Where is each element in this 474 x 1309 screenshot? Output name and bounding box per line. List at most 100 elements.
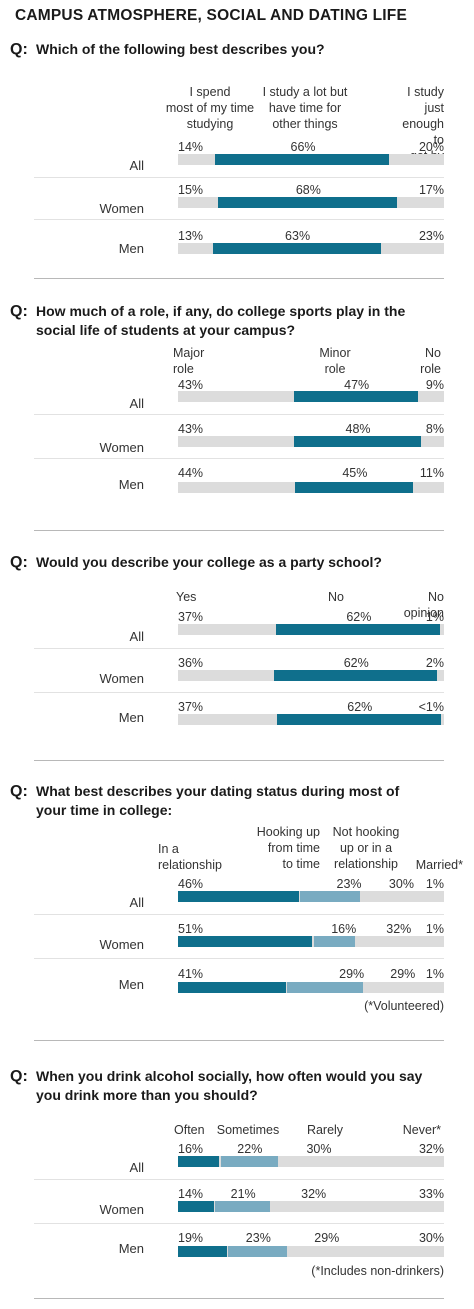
question-text: How much of a role, if any, do college s…: [36, 303, 406, 338]
bar-segment: [212, 243, 381, 254]
column-header: Hooking up from time to time: [256, 825, 320, 871]
bar-segment: [293, 436, 421, 447]
value-label: 14%: [178, 1187, 204, 1201]
value-label: 1%: [425, 877, 444, 891]
value-label: 32%: [386, 922, 412, 936]
row-label: Men: [118, 710, 144, 725]
value-label: 62%: [347, 700, 373, 714]
row-label: Women: [99, 440, 144, 455]
value-label: 21%: [230, 1187, 256, 1201]
value-label: 37%: [178, 610, 204, 624]
stacked-bar: [178, 670, 444, 681]
value-label: 47%: [344, 378, 370, 392]
value-label: 30%: [418, 1231, 444, 1245]
value-label: 66%: [290, 140, 316, 154]
bar-segment: [178, 1156, 220, 1167]
value-label: 30%: [388, 877, 414, 891]
value-label: 63%: [285, 229, 311, 243]
bar-segment: [356, 1201, 444, 1212]
bar-segment: [178, 154, 214, 165]
column-header: Often: [174, 1123, 205, 1137]
row-label: All: [129, 629, 144, 644]
footnote: (*Includes non-drinkers): [311, 1264, 444, 1278]
question-heading: Q: Which of the following best describes …: [10, 40, 430, 59]
bar-segment: [422, 436, 444, 447]
section-divider: [34, 530, 444, 531]
column-header: I spend most of my time studying: [165, 85, 255, 131]
bar-segment: [293, 391, 419, 402]
bar-segment: [398, 197, 444, 208]
row-divider: [34, 219, 444, 220]
stacked-bar: [178, 982, 444, 993]
column-header: Yes: [176, 590, 197, 604]
bar-segment: [441, 936, 444, 947]
value-label: 30%: [306, 1142, 332, 1156]
question-text: Would you describe your college as a par…: [36, 554, 382, 570]
stacked-bar: [178, 243, 444, 254]
bar-segment: [178, 391, 293, 402]
bar-segment: [300, 891, 361, 902]
value-label: 8%: [425, 422, 444, 436]
bar-segment: [414, 482, 444, 493]
bar-segment: [178, 982, 286, 993]
value-label: 16%: [178, 1142, 204, 1156]
row-divider: [34, 692, 444, 693]
value-label: 51%: [178, 922, 204, 936]
bar-segment: [442, 714, 444, 725]
section-divider: [34, 1298, 444, 1299]
bar-segment: [220, 1156, 278, 1167]
value-label: 37%: [178, 700, 204, 714]
page-title: CAMPUS ATMOSPHERE, SOCIAL AND DATING LIF…: [15, 7, 407, 24]
value-label: 29%: [390, 967, 416, 981]
bar-segment: [382, 243, 444, 254]
value-label: 46%: [178, 877, 204, 891]
question-marker: Q:: [10, 41, 28, 58]
row-label: Men: [118, 241, 144, 256]
row-label: Men: [118, 477, 144, 492]
bar-segment: [178, 243, 212, 254]
value-label: 29%: [339, 967, 365, 981]
column-header: Rarely: [306, 1123, 344, 1137]
question-heading: Q: Would you describe your college as a p…: [10, 553, 430, 572]
stacked-bar: [178, 1246, 444, 1257]
bar-segment: [441, 624, 444, 635]
bar-segment: [215, 154, 390, 165]
row-label: All: [129, 895, 144, 910]
row-label: All: [129, 158, 144, 173]
bar-segment: [441, 982, 444, 993]
bar-segment: [288, 1246, 364, 1257]
value-label: 9%: [425, 378, 444, 392]
bar-segment: [287, 982, 363, 993]
value-label: 62%: [346, 610, 372, 624]
value-label: <1%: [418, 700, 444, 714]
bar-segment: [178, 891, 299, 902]
bar-segment: [295, 482, 414, 493]
question-marker: Q:: [10, 554, 28, 571]
value-label: 17%: [418, 183, 444, 197]
column-header: Major role: [173, 346, 205, 376]
row-label: Women: [99, 937, 144, 952]
bar-segment: [441, 891, 444, 902]
value-label: 29%: [314, 1231, 340, 1245]
bar-segment: [217, 197, 398, 208]
row-divider: [34, 458, 444, 459]
stacked-bar: [178, 391, 444, 402]
value-label: 23%: [336, 877, 362, 891]
bar-segment: [361, 891, 440, 902]
bar-segment: [178, 624, 275, 635]
section-divider: [34, 278, 444, 279]
row-divider: [34, 958, 444, 959]
value-label: 44%: [178, 466, 204, 480]
value-label: 43%: [178, 422, 204, 436]
column-header: Never*: [402, 1123, 441, 1137]
stacked-bar: [178, 436, 444, 447]
column-header: No: [328, 590, 344, 604]
question-heading: Q: How much of a role, if any, do college…: [10, 302, 430, 340]
value-label: 41%: [178, 967, 204, 981]
bar-segment: [356, 936, 440, 947]
column-header: No role: [420, 346, 441, 376]
column-header: No opinion: [403, 590, 445, 620]
bar-segment: [178, 714, 276, 725]
stacked-bar: [178, 624, 444, 635]
value-label: 33%: [418, 1187, 444, 1201]
